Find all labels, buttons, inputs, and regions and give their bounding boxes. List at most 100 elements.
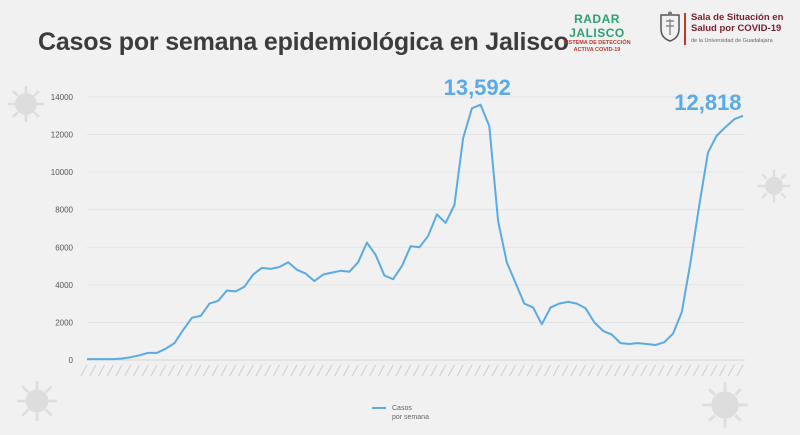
x-tick bbox=[675, 364, 683, 377]
x-tick bbox=[561, 364, 569, 377]
x-tick bbox=[141, 364, 149, 377]
x-tick bbox=[395, 364, 403, 377]
radar-logo-sub2: ACTIVA COVID-19 bbox=[573, 47, 621, 53]
y-tick-label: 14000 bbox=[51, 93, 74, 102]
x-tick bbox=[544, 364, 552, 377]
sala-logo-line1: Sala de Situación en bbox=[691, 12, 784, 23]
x-tick bbox=[474, 364, 482, 377]
x-tick bbox=[631, 364, 639, 377]
x-tick bbox=[430, 364, 438, 377]
y-tick-label: 6000 bbox=[55, 243, 73, 252]
x-tick bbox=[535, 364, 543, 377]
y-tick-label: 0 bbox=[69, 356, 74, 365]
logo-divider bbox=[684, 13, 686, 45]
sala-logo-line2: Salud por COVID-19 bbox=[691, 23, 782, 34]
x-tick bbox=[132, 364, 140, 377]
latest-annotation: 12,818 bbox=[674, 90, 742, 116]
x-tick bbox=[159, 364, 167, 377]
x-tick bbox=[115, 364, 123, 377]
x-tick bbox=[500, 364, 508, 377]
x-tick bbox=[386, 364, 394, 377]
virus-icon bbox=[17, 381, 57, 421]
x-tick bbox=[299, 364, 307, 377]
x-tick bbox=[246, 364, 254, 377]
x-tick bbox=[325, 364, 333, 377]
x-tick bbox=[290, 364, 298, 377]
x-tick bbox=[509, 364, 517, 377]
x-tick bbox=[316, 364, 324, 377]
x-tick bbox=[482, 364, 490, 377]
x-tick bbox=[272, 364, 280, 377]
virus-icon bbox=[702, 382, 748, 428]
sala-situacion-logo: Sala de Situación en Salud por COVID-19 … bbox=[658, 11, 798, 51]
x-tick bbox=[692, 364, 700, 377]
peak-annotation: 13,592 bbox=[443, 74, 511, 100]
x-tick bbox=[614, 364, 622, 377]
x-tick bbox=[605, 364, 613, 377]
x-tick bbox=[307, 364, 315, 377]
x-tick bbox=[657, 364, 665, 377]
x-tick bbox=[369, 364, 377, 377]
x-tick bbox=[465, 364, 473, 377]
x-tick bbox=[727, 364, 735, 377]
x-axis bbox=[80, 364, 744, 377]
x-tick bbox=[596, 364, 604, 377]
x-tick bbox=[211, 364, 219, 377]
x-tick bbox=[264, 364, 272, 377]
legend-label-line1: Casos bbox=[392, 405, 412, 412]
radar-logo-sub1: SISTEMA DE DETECCIÓN bbox=[563, 40, 631, 46]
x-tick bbox=[412, 364, 420, 377]
legend-swatch bbox=[372, 407, 386, 409]
x-tick bbox=[194, 364, 202, 377]
x-tick bbox=[701, 364, 709, 377]
x-tick bbox=[360, 364, 368, 377]
x-tick bbox=[80, 364, 88, 377]
x-tick bbox=[587, 364, 595, 377]
radar-jalisco-logo: RADAR JALISCO SISTEMA DE DETECCIÓN ACTIV… bbox=[547, 12, 647, 54]
x-tick bbox=[404, 364, 412, 377]
x-tick bbox=[622, 364, 630, 377]
x-tick bbox=[710, 364, 718, 377]
y-tick-label: 8000 bbox=[55, 206, 73, 215]
virus-icon bbox=[8, 86, 44, 122]
x-tick bbox=[237, 364, 245, 377]
x-tick bbox=[202, 364, 210, 377]
x-tick bbox=[229, 364, 237, 377]
x-tick bbox=[491, 364, 499, 377]
x-tick bbox=[98, 364, 105, 377]
x-tick bbox=[185, 364, 193, 377]
sala-logo-line3: de la Universidad de Guadalajara bbox=[691, 38, 773, 44]
x-tick bbox=[640, 364, 648, 377]
x-tick bbox=[106, 364, 114, 377]
y-axis: 0 2000 4000 6000 8000 10000 12000 14000 bbox=[51, 93, 74, 365]
x-tick bbox=[342, 364, 350, 377]
x-tick bbox=[176, 364, 184, 377]
x-tick bbox=[649, 364, 657, 377]
x-tick bbox=[351, 364, 359, 377]
y-tick-label: 2000 bbox=[55, 318, 73, 327]
x-tick bbox=[167, 364, 175, 377]
x-tick bbox=[439, 364, 447, 377]
x-tick bbox=[736, 364, 744, 377]
x-tick bbox=[570, 364, 578, 377]
x-tick bbox=[89, 364, 97, 377]
x-tick bbox=[719, 364, 726, 377]
series-line bbox=[87, 103, 744, 361]
x-tick bbox=[456, 364, 464, 377]
x-tick bbox=[334, 364, 342, 377]
x-tick bbox=[526, 364, 534, 377]
chart-grid bbox=[87, 96, 745, 361]
x-tick bbox=[684, 364, 692, 377]
chart-title: Casos por semana epidemiológica en Jalis… bbox=[38, 28, 569, 56]
virus-icon bbox=[757, 169, 791, 203]
x-tick bbox=[150, 364, 158, 377]
x-tick bbox=[255, 364, 263, 377]
x-tick bbox=[421, 364, 429, 377]
x-tick bbox=[666, 364, 674, 377]
x-tick bbox=[220, 364, 228, 377]
x-tick bbox=[377, 364, 385, 377]
x-tick bbox=[579, 364, 587, 377]
x-tick bbox=[552, 364, 560, 377]
y-tick-label: 4000 bbox=[55, 281, 73, 290]
